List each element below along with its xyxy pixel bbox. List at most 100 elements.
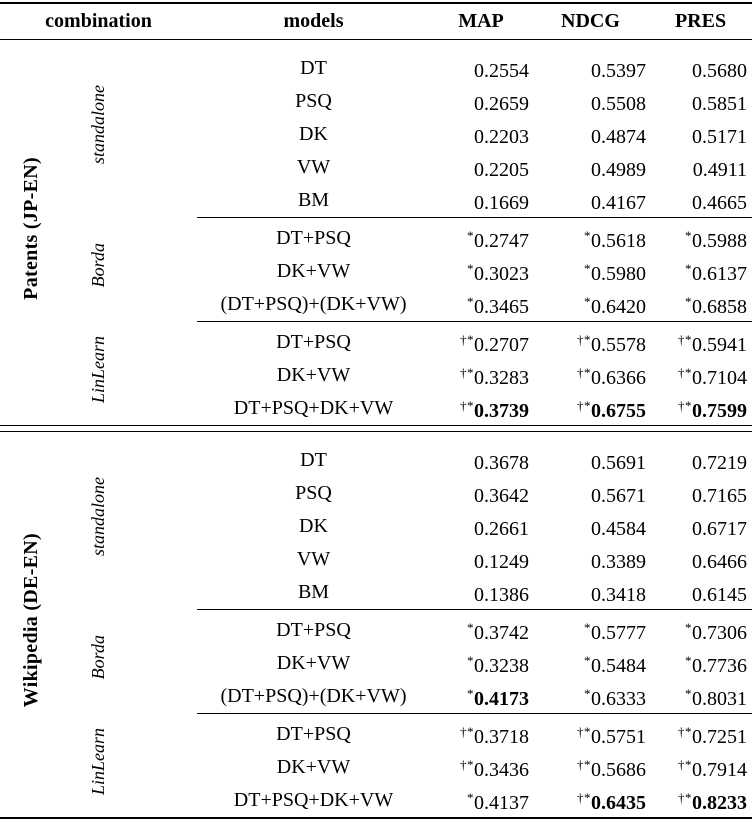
- metric-value: 0.5941: [692, 334, 747, 356]
- significance-marker: †*: [460, 365, 474, 380]
- section-divider: [0, 425, 752, 432]
- metric-value: 0.7736: [692, 655, 747, 677]
- metric-value-cell: *0.4137: [430, 784, 532, 818]
- metric-value-cell: 0.5851: [649, 85, 752, 118]
- metric-value-cell: †*0.7914: [649, 751, 752, 784]
- metric-value: 0.6420: [591, 296, 646, 318]
- metric-value: 0.8233: [692, 792, 747, 814]
- metric-value-cell: †*0.3739: [430, 392, 532, 426]
- model-cell: DT+PSQ: [197, 713, 430, 751]
- model-cell: VW: [296, 156, 331, 178]
- metric-value-cell: †*0.7599: [649, 392, 752, 426]
- metric-value-cell: 0.2554: [430, 40, 532, 86]
- significance-marker: †*: [577, 365, 591, 380]
- metric-value-cell: 0.1669: [430, 184, 532, 218]
- metric-value: 0.5680: [692, 60, 747, 82]
- significance-marker: †*: [577, 790, 591, 805]
- metric-value-cell: 0.1249: [430, 543, 532, 576]
- metric-value: 0.7914: [692, 759, 747, 781]
- metric-value: 0.2659: [474, 93, 529, 115]
- metric-value-cell: *0.4173: [430, 680, 532, 714]
- metric-value-cell: *0.3742: [430, 609, 532, 647]
- metric-value: 0.6333: [591, 688, 646, 710]
- metric-value: 0.5484: [591, 655, 646, 677]
- table-row: DT+PSQ+DK+VW †*0.3739 †*0.6755 †*0.7599: [0, 392, 752, 426]
- significance-marker: *: [685, 261, 692, 276]
- group-label-cell: standalone: [62, 40, 134, 218]
- significance-marker: †*: [678, 365, 692, 380]
- metric-value: 0.5980: [591, 263, 646, 285]
- significance-marker: *: [467, 294, 474, 309]
- metric-value-cell: *0.3465: [430, 288, 532, 322]
- metric-value-cell: *0.2747: [430, 217, 532, 255]
- metric-value-cell: †*0.7251: [649, 713, 752, 751]
- group-label: Borda: [87, 243, 108, 288]
- table-row: DK 0.2203 0.4874 0.5171: [0, 118, 752, 151]
- metric-value: 0.7219: [692, 452, 747, 474]
- significance-marker: *: [685, 653, 692, 668]
- metric-value-cell: 0.6145: [649, 576, 752, 610]
- metric-value: 0.5171: [692, 126, 747, 148]
- model-cell: DT+PSQ: [197, 321, 430, 359]
- group-label: LinLearn: [87, 727, 108, 795]
- metric-value-cell: †*0.8233: [649, 784, 752, 818]
- metric-value: 0.1249: [474, 551, 529, 573]
- metric-value-cell: †*0.5686: [532, 751, 649, 784]
- metric-value-cell: *0.6858: [649, 288, 752, 322]
- metric-value: 0.7251: [692, 726, 747, 748]
- metric-value: 0.7599: [692, 400, 747, 422]
- metric-value-cell: 0.2661: [430, 510, 532, 543]
- metric-value-cell: 0.3389: [532, 543, 649, 576]
- table-row: Borda DT+PSQ *0.3742 *0.5777 *0.7306: [0, 609, 752, 680]
- table-row: BM 0.1386 0.3418 0.6145: [0, 576, 752, 610]
- metric-value-cell: 0.7165: [649, 477, 752, 510]
- metric-value-cell: †*0.6366: [532, 359, 649, 392]
- metric-value: 0.4911: [692, 159, 747, 181]
- metric-value: 0.6717: [692, 518, 747, 540]
- metric-value-cell: 0.2659: [430, 85, 532, 118]
- metric-value-cell: 0.7219: [649, 432, 752, 478]
- significance-marker: †*: [678, 790, 692, 805]
- metric-value: 0.5618: [591, 230, 646, 252]
- table-row: BM 0.1669 0.4167 0.4665: [0, 184, 752, 218]
- metric-value-cell: *0.5988: [649, 217, 752, 255]
- metric-value: 0.3642: [474, 485, 529, 507]
- header-models: models: [197, 3, 430, 40]
- model-cell: DK+VW: [276, 756, 351, 778]
- section-label: Wikipedia (DE-EN): [19, 533, 42, 708]
- metric-value: 0.3739: [474, 400, 529, 422]
- metric-value-cell: †*0.6755: [532, 392, 649, 426]
- metric-value-cell: 0.2205: [430, 151, 532, 184]
- metric-value-cell: *0.6137: [649, 255, 752, 288]
- metric-value: 0.2747: [474, 230, 529, 252]
- significance-marker: *: [467, 790, 474, 805]
- metric-value: 0.8031: [692, 688, 747, 710]
- metric-value: 0.6145: [692, 584, 747, 606]
- significance-marker: *: [584, 228, 591, 243]
- significance-marker: †*: [460, 398, 474, 413]
- model-cell: (DT+PSQ)+(DK+VW): [220, 685, 407, 707]
- metric-value: 0.4584: [591, 518, 646, 540]
- table-row: (DT+PSQ)+(DK+VW) *0.3465 *0.6420 *0.6858: [0, 288, 752, 322]
- model-cell: DT: [300, 449, 327, 471]
- section-label-cell: Wikipedia (DE-EN): [0, 432, 62, 819]
- significance-marker: *: [584, 620, 591, 635]
- spacer-cell: [134, 40, 197, 426]
- significance-marker: †*: [678, 398, 692, 413]
- significance-marker: *: [584, 261, 591, 276]
- significance-marker: *: [685, 620, 692, 635]
- metric-value-cell: 0.6717: [649, 510, 752, 543]
- metric-value: 0.3718: [474, 726, 529, 748]
- metric-value-cell: *0.6333: [532, 680, 649, 714]
- metric-value-cell: 0.5691: [532, 432, 649, 478]
- model-cell: PSQ: [295, 90, 332, 112]
- metric-value: 0.2203: [474, 126, 529, 148]
- header-ndcg: NDCG: [532, 3, 649, 40]
- significance-marker: †*: [577, 332, 591, 347]
- table-header: combination models MAP NDCG PRES: [0, 3, 752, 40]
- spacer-cell: [134, 432, 197, 819]
- significance-marker: *: [467, 228, 474, 243]
- metric-value: 0.3283: [474, 367, 529, 389]
- metric-value: 0.3678: [474, 452, 529, 474]
- table-row: DK+VW †*0.3283 †*0.6366 †*0.7104: [0, 359, 752, 392]
